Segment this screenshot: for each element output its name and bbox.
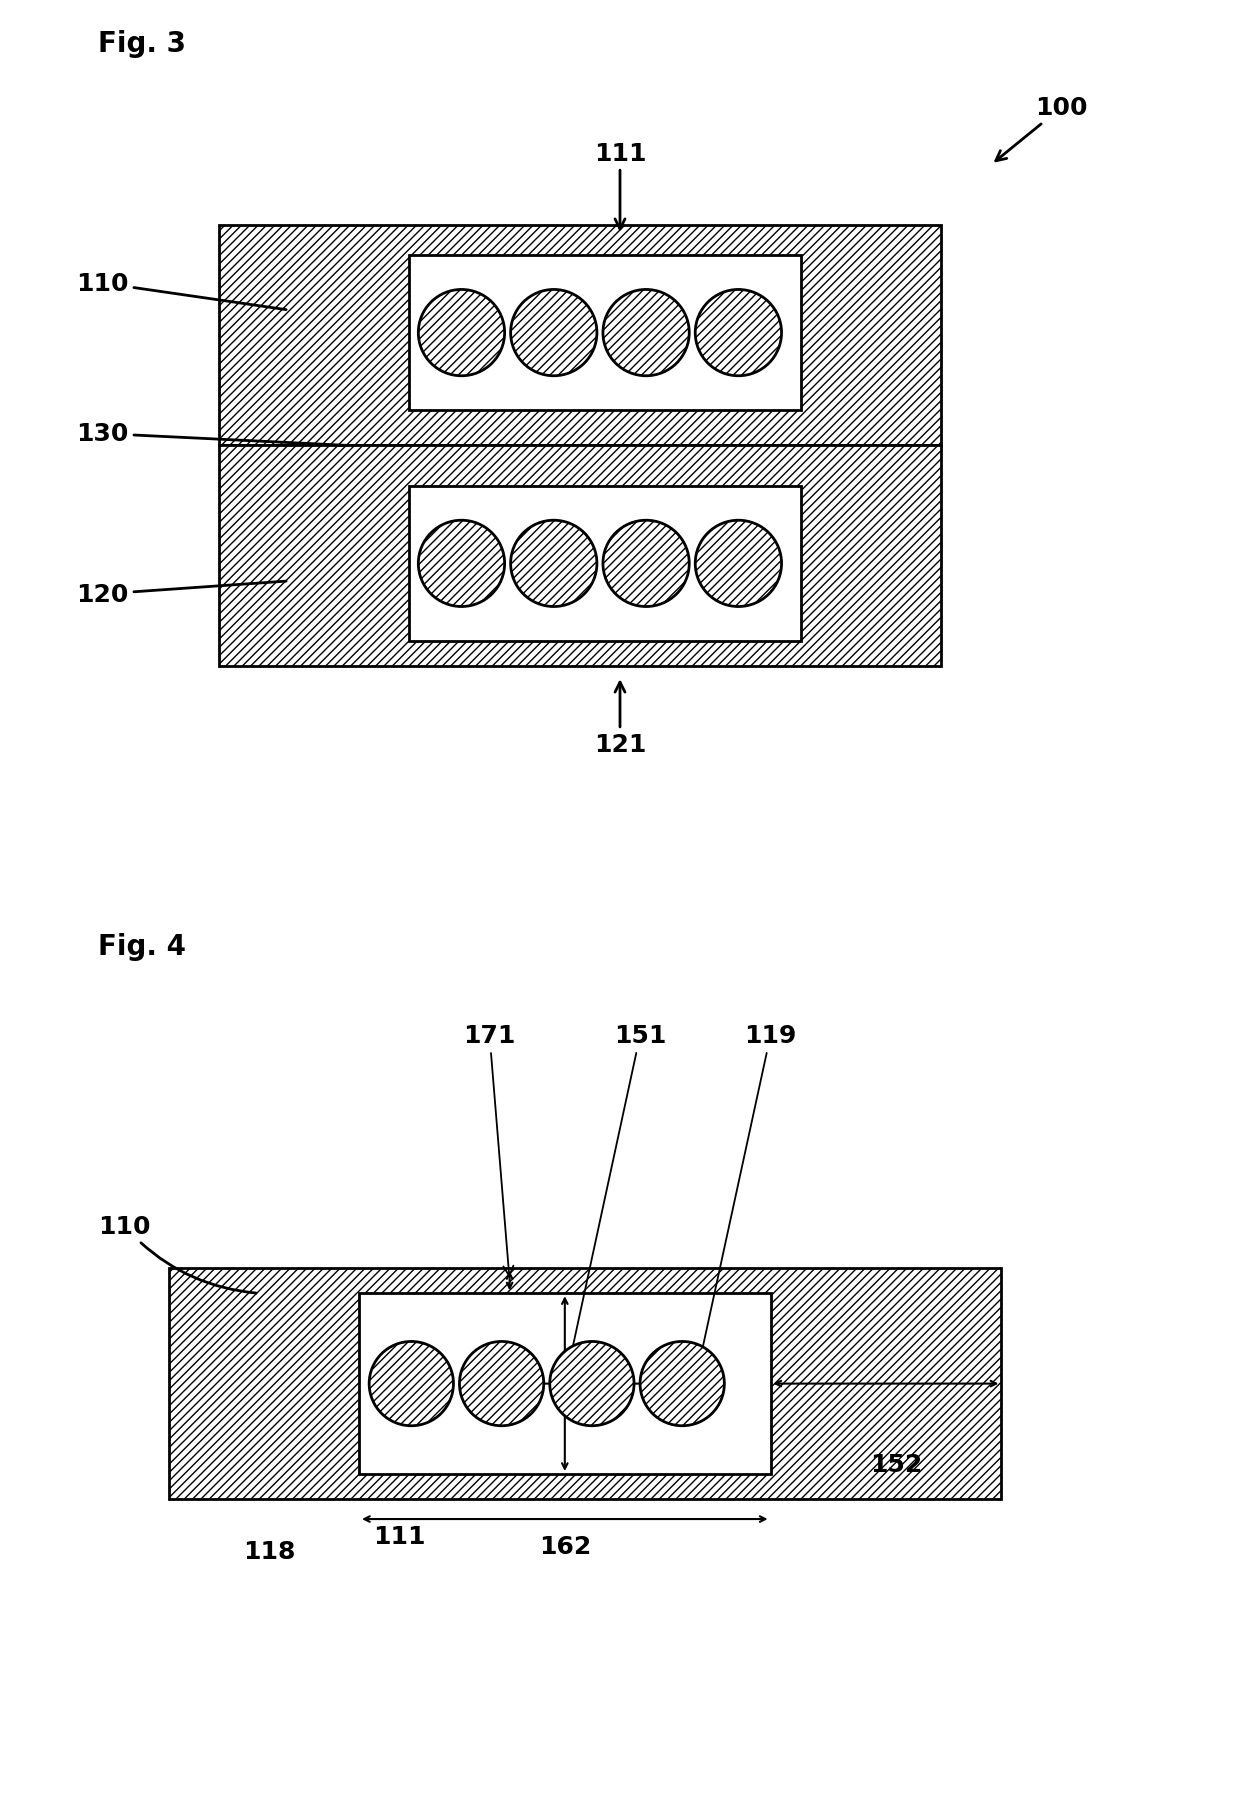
Ellipse shape — [549, 1341, 634, 1426]
Ellipse shape — [460, 1341, 544, 1426]
Ellipse shape — [511, 291, 596, 377]
Ellipse shape — [696, 522, 781, 606]
Text: 118: 118 — [243, 1540, 295, 1563]
Text: Fig. 3: Fig. 3 — [98, 31, 186, 58]
Bar — [360, 1294, 770, 1475]
Text: 152: 152 — [869, 1451, 923, 1476]
Ellipse shape — [418, 522, 505, 606]
Text: 110: 110 — [76, 273, 286, 310]
Ellipse shape — [603, 291, 689, 377]
Bar — [218, 446, 941, 666]
Ellipse shape — [549, 1341, 634, 1426]
Ellipse shape — [511, 522, 596, 606]
Text: Fig. 4: Fig. 4 — [98, 933, 186, 960]
Text: 120: 120 — [76, 581, 286, 606]
Ellipse shape — [640, 1341, 724, 1426]
Text: 111: 111 — [594, 141, 646, 229]
Bar — [218, 226, 941, 446]
Ellipse shape — [418, 291, 505, 377]
Ellipse shape — [418, 291, 505, 377]
Ellipse shape — [603, 291, 689, 377]
Bar — [169, 1269, 1001, 1500]
Ellipse shape — [603, 522, 689, 606]
Ellipse shape — [370, 1341, 454, 1426]
Ellipse shape — [511, 522, 596, 606]
Text: 121: 121 — [594, 682, 646, 756]
Text: 161: 161 — [565, 1393, 618, 1419]
Text: 110: 110 — [98, 1215, 255, 1294]
Text: 100: 100 — [996, 96, 1087, 162]
Ellipse shape — [696, 522, 781, 606]
Text: 119: 119 — [693, 1023, 796, 1379]
Ellipse shape — [460, 1341, 544, 1426]
Text: 151: 151 — [563, 1023, 666, 1379]
Text: 171: 171 — [464, 1023, 516, 1276]
Text: 162: 162 — [538, 1534, 591, 1558]
Bar — [409, 256, 801, 412]
Text: 130: 130 — [76, 422, 346, 446]
Ellipse shape — [696, 291, 781, 377]
Ellipse shape — [418, 522, 505, 606]
Ellipse shape — [370, 1341, 454, 1426]
Ellipse shape — [696, 291, 781, 377]
Bar — [409, 486, 801, 643]
Ellipse shape — [603, 522, 689, 606]
Ellipse shape — [640, 1341, 724, 1426]
Ellipse shape — [511, 291, 596, 377]
Text: 111: 111 — [373, 1523, 425, 1549]
